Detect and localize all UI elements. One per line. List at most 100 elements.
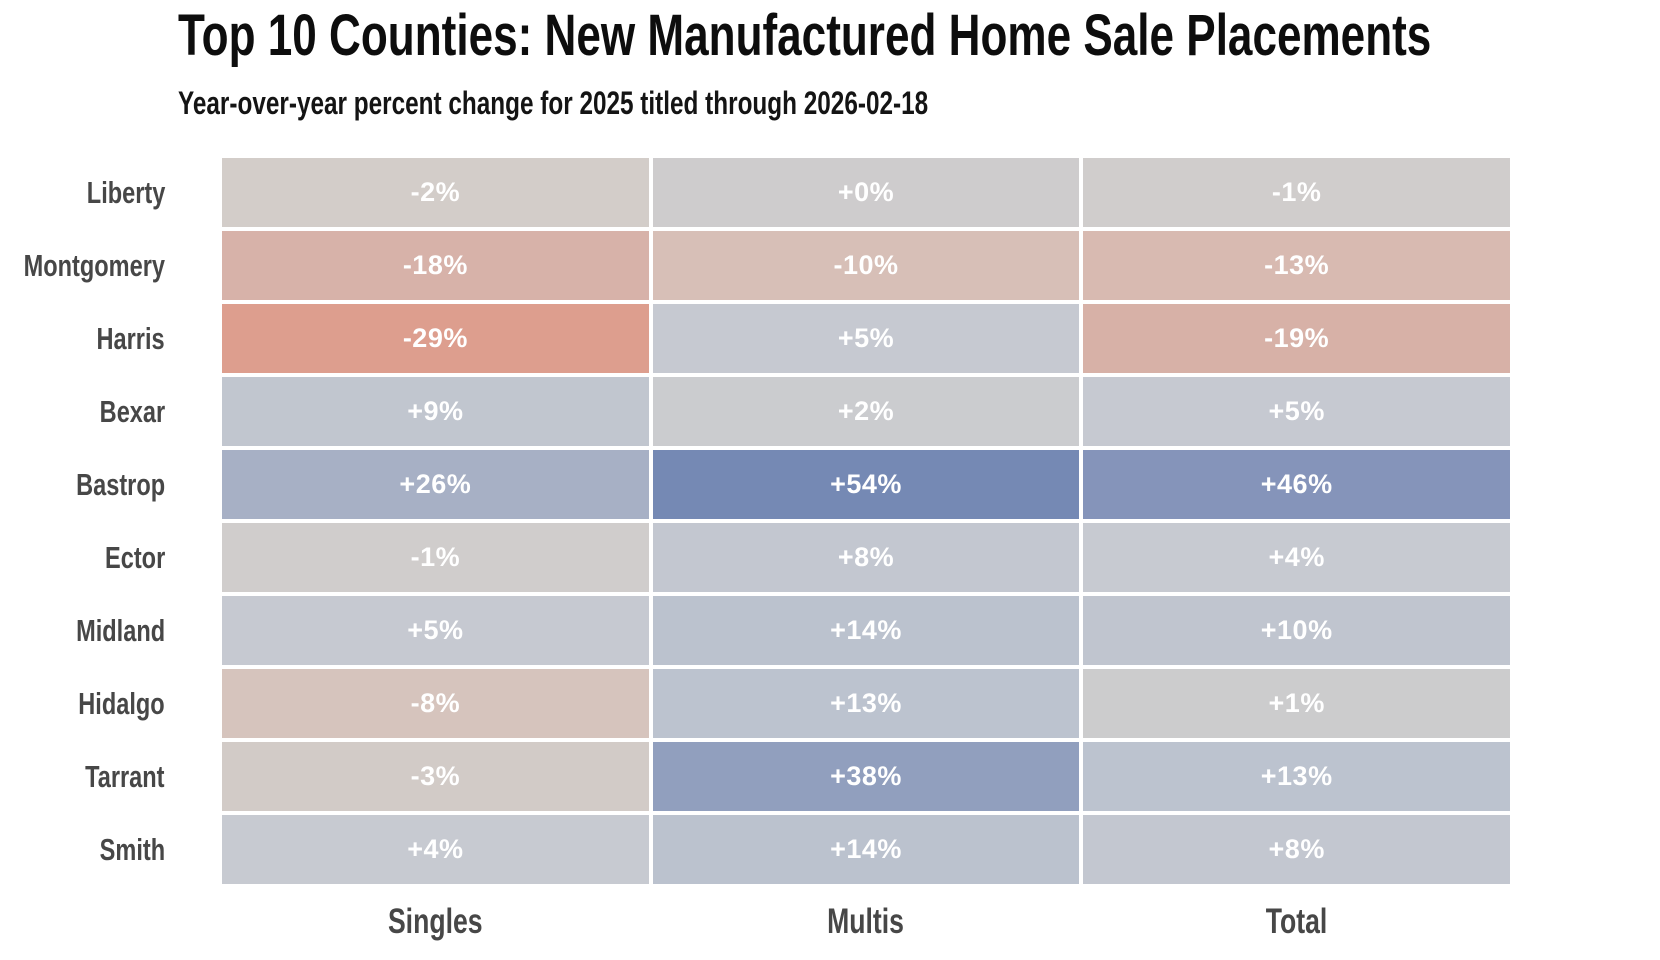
column-label-singles: Singles	[388, 902, 483, 941]
heatmap-row: Liberty -2% +0% -1%	[0, 158, 1660, 227]
cell-value: +8%	[837, 542, 895, 572]
heatmap-cell: +26%	[222, 450, 649, 519]
cell-value: -13%	[1264, 250, 1330, 280]
cell-value: -3%	[410, 761, 461, 791]
heatmap-row-cells: -2% +0% -1%	[222, 158, 1511, 227]
heatmap-grid: Liberty -2% +0% -1% Montgomery -18% -10%	[0, 158, 1660, 888]
heatmap-row-cells: +4% +14% +8%	[222, 815, 1511, 884]
heatmap-row-cells: +9% +2% +5%	[222, 377, 1511, 446]
heatmap-cell: -10%	[652, 231, 1080, 300]
heatmap-row-cells: -3% +38% +13%	[222, 742, 1511, 811]
heatmap-row-cells: +5% +14% +10%	[222, 596, 1511, 665]
cell-value: +4%	[407, 834, 464, 864]
cell-value: +13%	[830, 688, 902, 718]
heatmap-row: Hidalgo -8% +13% +1%	[0, 669, 1660, 738]
row-label: Hidalgo	[0, 669, 222, 738]
heatmap-row-cells: -1% +8% +4%	[222, 523, 1511, 592]
cell-value: -1%	[410, 542, 461, 572]
heatmap-cell: +46%	[1083, 450, 1511, 519]
page-title: Top 10 Counties: New Manufactured Home S…	[178, 4, 1660, 68]
chart-subtitle-wrap: Year-over-year percent change for 2025 t…	[178, 85, 1165, 121]
cell-value: -2%	[410, 177, 461, 207]
row-label-text: Bexar	[99, 393, 165, 429]
column-label-multis: Multis	[827, 902, 905, 941]
heatmap-cell: -1%	[1083, 158, 1511, 227]
cell-value: +4%	[1268, 542, 1325, 572]
heatmap-cell: +5%	[1083, 377, 1511, 446]
cell-value: +2%	[837, 396, 895, 426]
row-label-text: Hidalgo	[78, 685, 165, 721]
heatmap-cell: -18%	[222, 231, 649, 300]
cell-value: +5%	[407, 615, 464, 645]
cell-value: -1%	[1271, 177, 1322, 207]
row-label: Smith	[0, 815, 222, 884]
heatmap-cell: +38%	[652, 742, 1080, 811]
heatmap-cell: +8%	[652, 523, 1080, 592]
column-label-total: Total	[1265, 902, 1328, 941]
heatmap-cell: +2%	[652, 377, 1080, 446]
row-label: Harris	[0, 304, 222, 373]
cell-value: -8%	[410, 688, 461, 718]
cell-value: +8%	[1268, 834, 1325, 864]
cell-value: -10%	[833, 250, 899, 280]
cell-value: +1%	[1268, 688, 1325, 718]
cell-value: +26%	[399, 469, 472, 499]
row-label: Ector	[0, 523, 222, 592]
row-label-text: Liberty	[86, 174, 165, 210]
cell-value: -18%	[402, 250, 468, 280]
cell-value: +10%	[1260, 615, 1333, 645]
row-label: Liberty	[0, 158, 222, 227]
heatmap-cell: -19%	[1083, 304, 1511, 373]
row-label-text: Ector	[104, 539, 165, 575]
cell-value: +54%	[830, 469, 902, 499]
heatmap-cell: +4%	[222, 815, 649, 884]
heatmap-cell: -29%	[222, 304, 649, 373]
heatmap-row-cells: -29% +5% -19%	[222, 304, 1511, 373]
cell-value: +13%	[1260, 761, 1333, 791]
heatmap-cell: +13%	[652, 669, 1080, 738]
heatmap-cell: +54%	[652, 450, 1080, 519]
heatmap-row: Midland +5% +14% +10%	[0, 596, 1660, 665]
heatmap-row: Smith +4% +14% +8%	[0, 815, 1660, 884]
cell-value: +38%	[830, 761, 902, 791]
row-label: Bexar	[0, 377, 222, 446]
column-axis-labels: Singles Multis Total	[222, 894, 1510, 950]
cell-value: +5%	[1268, 396, 1325, 426]
row-label: Tarrant	[0, 742, 222, 811]
heatmap-cell: -1%	[222, 523, 649, 592]
heatmap-cell: +14%	[652, 596, 1080, 665]
heatmap-cell: +5%	[652, 304, 1080, 373]
cell-value: +0%	[837, 177, 895, 207]
row-label-text: Harris	[96, 320, 165, 356]
heatmap-row: Bastrop +26% +54% +46%	[0, 450, 1660, 519]
cell-value: +9%	[407, 396, 464, 426]
cell-value: +14%	[830, 834, 902, 864]
heatmap-cell: +0%	[652, 158, 1080, 227]
heatmap-cell: +1%	[1083, 669, 1511, 738]
heatmap-cell: +14%	[652, 815, 1080, 884]
heatmap-cell: +8%	[1083, 815, 1511, 884]
heatmap-row: Harris -29% +5% -19%	[0, 304, 1660, 373]
row-label-text: Midland	[75, 612, 165, 648]
cell-value: -19%	[1264, 323, 1330, 353]
heatmap-row: Bexar +9% +2% +5%	[0, 377, 1660, 446]
cell-value: +14%	[830, 615, 902, 645]
chart-subtitle: Year-over-year percent change for 2025 t…	[178, 85, 929, 121]
row-label: Montgomery	[0, 231, 222, 300]
cell-value: -29%	[402, 323, 468, 353]
heatmap-row: Ector -1% +8% +4%	[0, 523, 1660, 592]
heatmap-row-cells: -18% -10% -13%	[222, 231, 1511, 300]
chart-title: Top 10 Counties: New Manufactured Home S…	[178, 3, 1432, 68]
row-label: Bastrop	[0, 450, 222, 519]
heatmap-row-cells: -8% +13% +1%	[222, 669, 1511, 738]
row-label: Midland	[0, 596, 222, 665]
row-label-text: Smith	[99, 831, 165, 867]
heatmap-cell: +9%	[222, 377, 649, 446]
heatmap-row: Montgomery -18% -10% -13%	[0, 231, 1660, 300]
heatmap-cell: +13%	[1083, 742, 1511, 811]
row-label-text: Montgomery	[23, 247, 165, 283]
heatmap-cell: +4%	[1083, 523, 1511, 592]
heatmap-row-cells: +26% +54% +46%	[222, 450, 1511, 519]
cell-value: +46%	[1260, 469, 1333, 499]
row-label-text: Tarrant	[85, 758, 165, 794]
